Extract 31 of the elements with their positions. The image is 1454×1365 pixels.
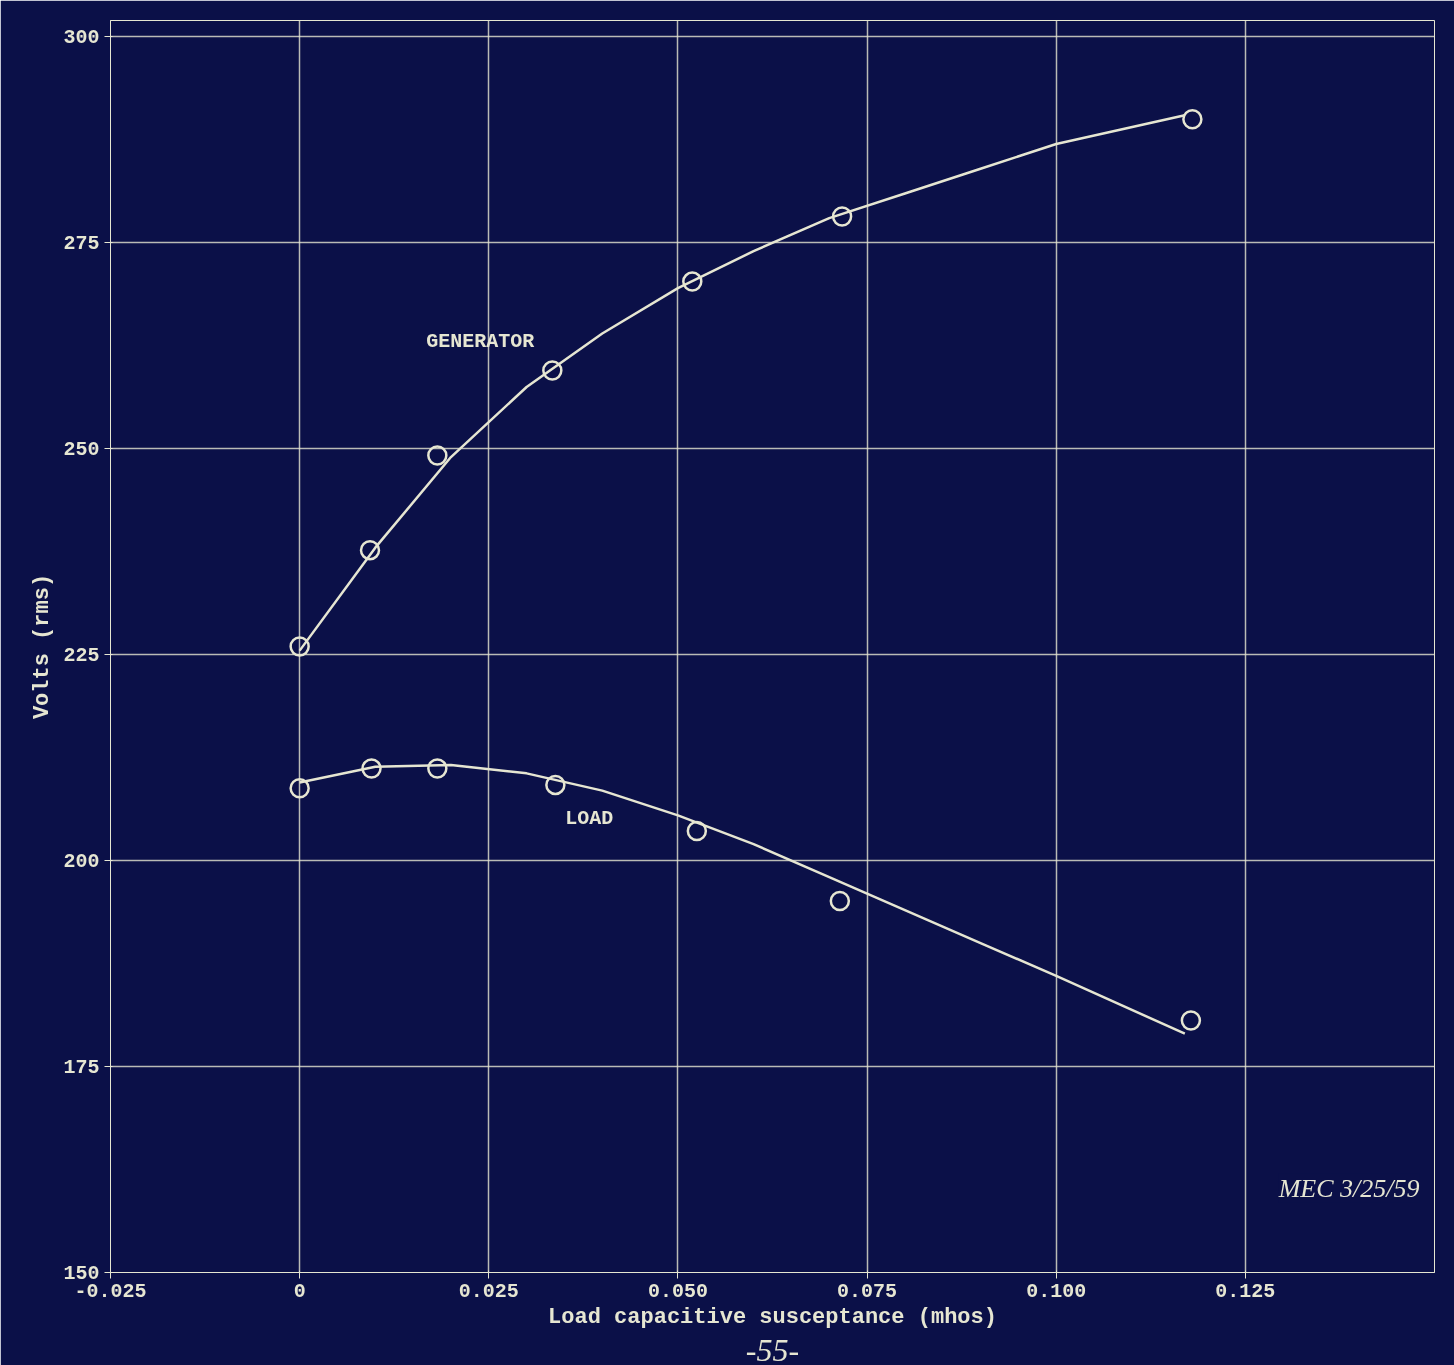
text: -55-	[745, 1331, 800, 1365]
y-axis-title: Volts (rms)	[30, 573, 56, 720]
point	[829, 890, 851, 912]
point	[686, 820, 708, 842]
point	[1182, 109, 1203, 130]
point	[831, 206, 853, 227]
point	[427, 758, 448, 779]
y-tick-label: 225	[63, 644, 100, 668]
point	[359, 539, 381, 561]
x-tick-label: 0.125	[1215, 1279, 1276, 1303]
point	[542, 360, 563, 381]
point	[289, 636, 310, 657]
annotation: MEC 3/25/59	[1277, 1173, 1420, 1203]
point	[682, 271, 703, 292]
y-tick-label: 175	[63, 1056, 100, 1080]
x-axis-title: Load capacitive susceptance (mhos)	[548, 1304, 997, 1330]
x-tick-label: 0.050	[647, 1279, 708, 1303]
point	[361, 758, 382, 779]
y-tick-label: 300	[63, 26, 100, 50]
point	[545, 774, 566, 796]
x-tick-label: 0.025	[458, 1279, 519, 1303]
series-label: LOAD	[565, 806, 614, 830]
point	[1180, 1010, 1202, 1031]
y-tick-label: 250	[63, 438, 100, 462]
x-tick-label: 0.100	[1026, 1279, 1087, 1303]
point	[289, 777, 310, 799]
point	[427, 445, 448, 466]
x-tick-label: 0.075	[837, 1279, 898, 1303]
y-tick-label: 200	[63, 850, 100, 874]
y-tick-label: 275	[63, 232, 100, 256]
x-tick-label: 0	[293, 1279, 306, 1303]
